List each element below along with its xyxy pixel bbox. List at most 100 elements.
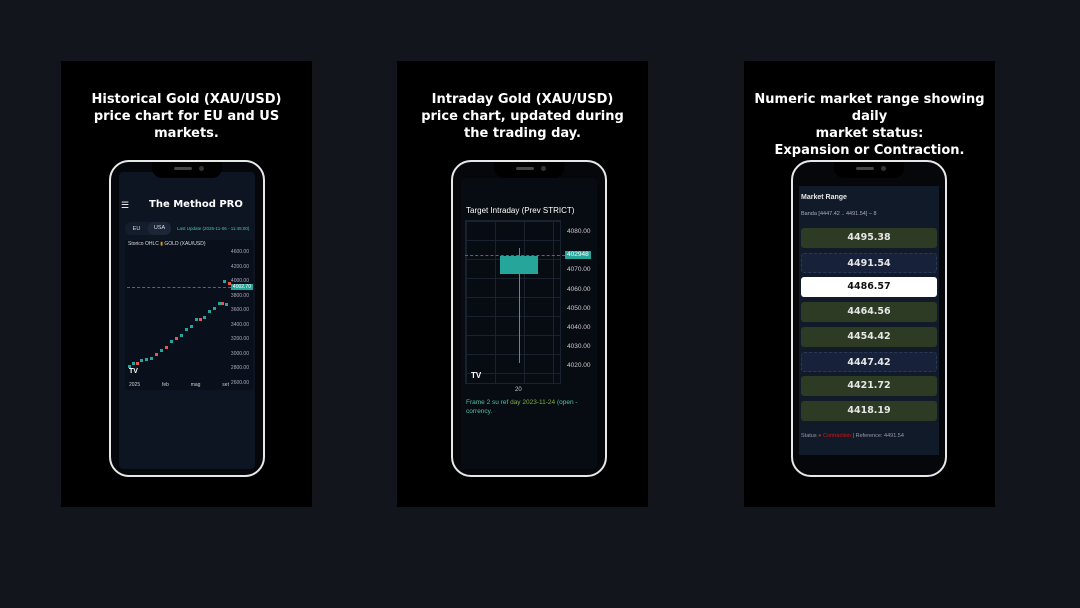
candle xyxy=(160,349,163,352)
range-row[interactable]: 4495.38 xyxy=(801,228,937,248)
caption: Intraday Gold (XAU/USD) price chart, upda… xyxy=(397,91,648,142)
y-tick: 4080.00 xyxy=(567,228,591,235)
candle xyxy=(128,365,131,368)
reference: | Reference: 4491.54 xyxy=(852,433,904,439)
chart: Storico OHLC ▮ GOLD (XAU/USD) 4600.00 420… xyxy=(125,240,253,390)
x-tick: 2025 xyxy=(129,382,141,388)
candle xyxy=(132,362,135,365)
candle xyxy=(165,346,168,349)
y-tick: 3800.00 xyxy=(230,292,249,299)
candle xyxy=(175,337,178,340)
notch xyxy=(152,162,222,178)
candle xyxy=(155,353,158,356)
tab-usa[interactable]: USA xyxy=(148,222,171,235)
phone-mockup: ☰ The Method PRO EU USA Last Update (202… xyxy=(109,160,265,477)
x-tick: set xyxy=(222,382,229,388)
candle xyxy=(199,318,202,321)
range-row[interactable]: 4486.57 xyxy=(801,277,937,298)
x-tick: feb xyxy=(161,382,169,388)
y-tick: 3600.00 xyxy=(230,307,249,313)
status-value: Contraction xyxy=(822,433,852,439)
caption-line: market status: xyxy=(815,126,924,141)
chart-header: Storico OHLC xyxy=(128,241,159,247)
candle xyxy=(180,334,183,337)
caption-line: Intraday Gold (XAU/USD) xyxy=(431,92,614,107)
tradingview-logo: TV xyxy=(129,368,138,375)
y-tick: 3400.00 xyxy=(230,321,249,328)
candle xyxy=(185,328,188,331)
caption-line: the trading day. xyxy=(464,126,581,141)
market-tabs: EU USA xyxy=(125,222,171,235)
range-row[interactable]: 4421.72 xyxy=(801,376,937,397)
price-line xyxy=(127,287,231,288)
range-row[interactable]: 4454.42 xyxy=(801,326,937,347)
notch xyxy=(834,162,904,178)
footer-text: Frame 2 su ref xyxy=(466,399,511,406)
caption-line: price chart for EU and US markets. xyxy=(93,109,280,141)
candle xyxy=(150,357,153,360)
hamburger-icon[interactable]: ☰ xyxy=(121,200,130,210)
tradingview-logo: TV xyxy=(471,371,482,380)
panel-market-range: Numeric market range showing daily market… xyxy=(744,61,995,507)
y-tick: 4040.00 xyxy=(567,324,591,331)
phone-mockup: Target Intraday (Prev STRICT) 4080.00 407… xyxy=(451,160,607,477)
footer-text: (open - corrency. xyxy=(466,399,578,415)
x-tick: 20 xyxy=(515,387,522,393)
last-update: Last Update (2025-11-06 - 11:45:00) xyxy=(177,226,250,231)
candle xyxy=(213,307,216,310)
candle xyxy=(208,310,211,313)
range-row[interactable]: 4491.54 xyxy=(801,252,937,273)
range-row[interactable]: 4464.56 xyxy=(801,302,937,323)
y-tick: 2800.00 xyxy=(230,365,249,371)
range-row[interactable]: 4447.42 xyxy=(801,351,937,372)
footer-date: day 2023-11-24 xyxy=(510,399,556,406)
app-title: The Method PRO xyxy=(149,199,243,210)
notch xyxy=(494,162,564,178)
candle xyxy=(195,318,198,321)
phone-mockup: Market Range Banda [4447.42 .. 4491.54] … xyxy=(791,160,947,477)
candle xyxy=(225,303,228,306)
candle xyxy=(223,280,226,283)
caption-line: Expansion or Contraction. xyxy=(774,143,965,158)
caption-line: Numeric market range showing daily xyxy=(754,92,985,124)
candle xyxy=(136,362,139,365)
y-tick: 4060.00 xyxy=(567,285,591,293)
candle xyxy=(221,302,224,305)
candle xyxy=(218,302,221,305)
panel-historical: Historical Gold (XAU/USD) price chart for… xyxy=(61,61,312,507)
range-row[interactable]: 4418.19 xyxy=(801,400,937,421)
y-tick: 4600.00 xyxy=(230,249,249,255)
section-title: Market Range xyxy=(801,194,847,201)
y-tick: 2600.00 xyxy=(230,379,249,386)
y-tick: 3000.00 xyxy=(230,350,249,357)
panel-intraday: Intraday Gold (XAU/USD) price chart, upda… xyxy=(397,61,648,507)
price-line xyxy=(465,255,565,256)
candle xyxy=(140,359,143,362)
candle xyxy=(145,358,148,361)
y-tick: 4050.00 xyxy=(567,304,591,312)
caption: Historical Gold (XAU/USD) price chart for… xyxy=(61,91,312,142)
bars-icon: ▮ xyxy=(160,241,163,247)
candle xyxy=(203,316,206,319)
status-label: Status xyxy=(801,433,817,439)
y-tick: 4070.00 xyxy=(567,266,591,274)
candle-wick xyxy=(519,248,520,363)
caption: Numeric market range showing daily market… xyxy=(744,91,995,159)
caption-line: Historical Gold (XAU/USD) xyxy=(91,92,282,107)
chart-title: Target Intraday (Prev STRICT) xyxy=(466,206,575,215)
y-tick: 4200.00 xyxy=(230,263,249,270)
candle xyxy=(228,282,231,285)
candle xyxy=(190,325,193,328)
band-range: Banda [4447.42 .. 4491.54] – 8 xyxy=(801,211,877,217)
symbol: GOLD (XAU/USD) xyxy=(164,241,206,247)
x-axis: 2025 feb mag set xyxy=(129,382,229,388)
chart-grid xyxy=(465,220,561,384)
y-tick: 4030.00 xyxy=(567,343,591,351)
footer-note: Frame 2 su ref day 2023-11-24 (open - co… xyxy=(466,398,596,416)
tab-eu[interactable]: EU xyxy=(132,225,141,232)
price-tag: 4002.70 xyxy=(230,284,253,290)
y-tick: 4000.00 xyxy=(230,278,249,284)
status-line: Status ● Contraction | Reference: 4491.5… xyxy=(801,433,939,440)
caption-line: price chart, updated during xyxy=(421,109,624,124)
x-tick: mag xyxy=(190,382,201,388)
